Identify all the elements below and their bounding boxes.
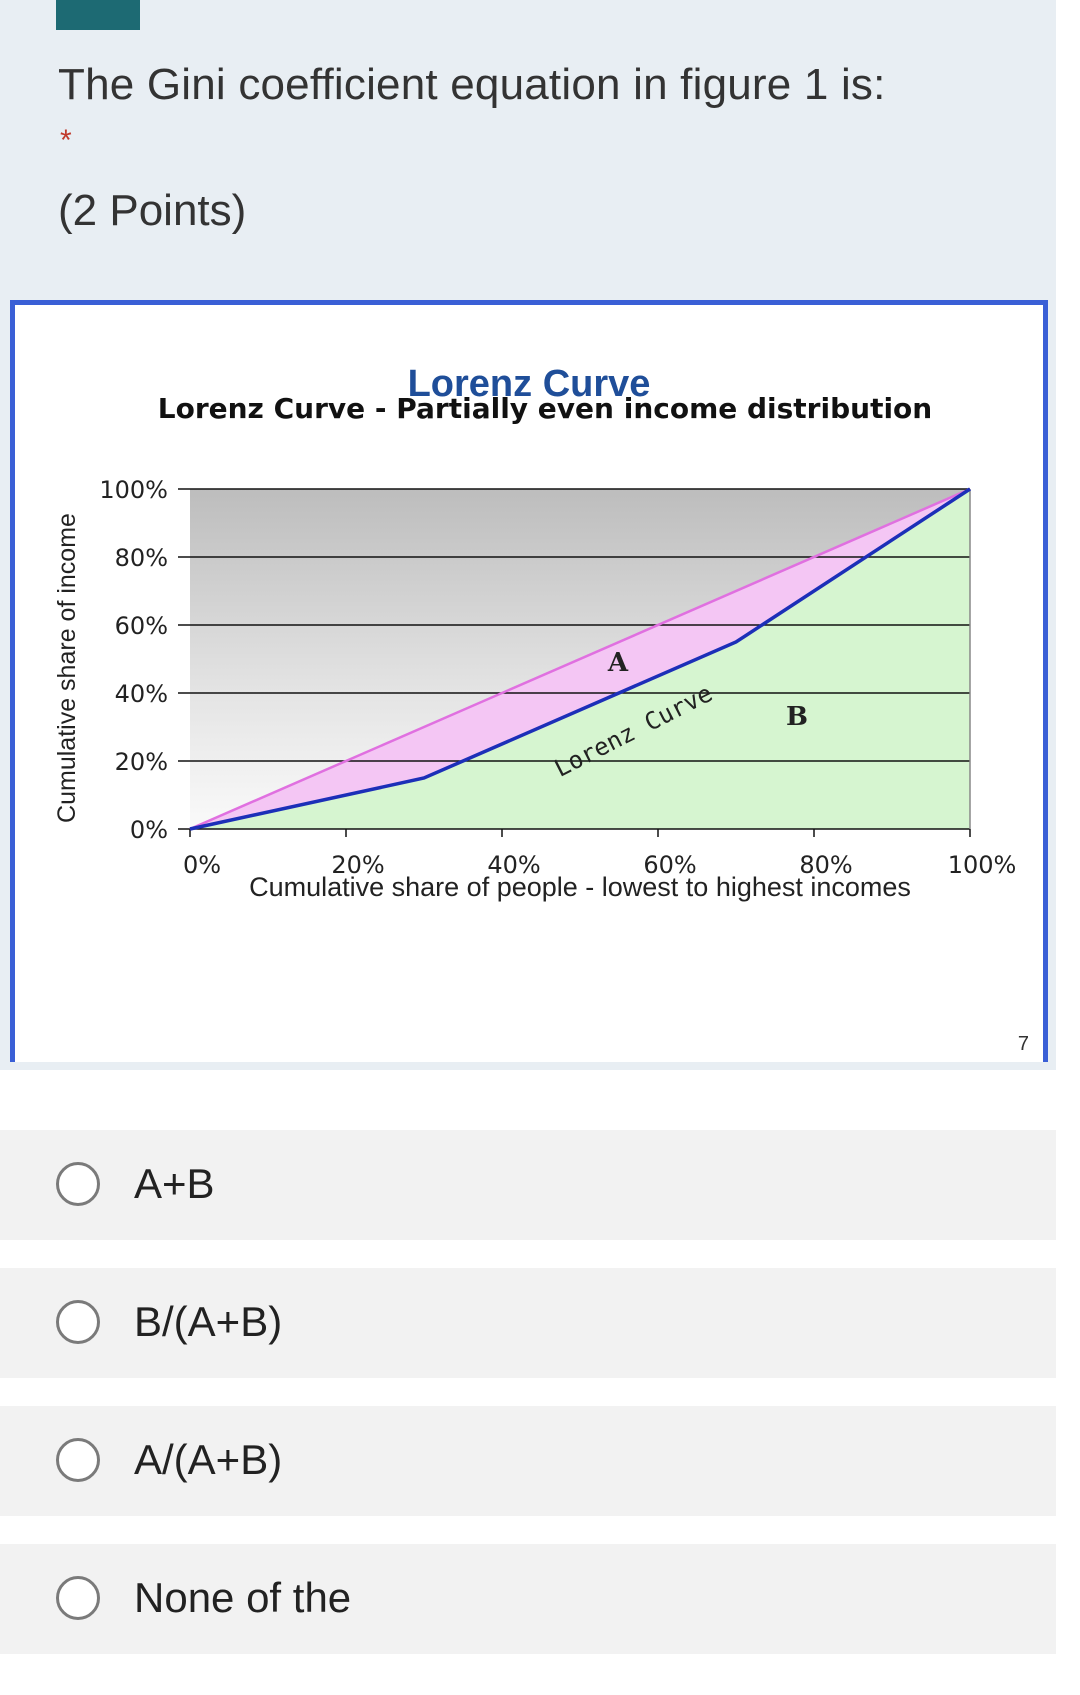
x-tick-label: 60% <box>643 851 696 879</box>
x-tick-label: 80% <box>799 851 852 879</box>
required-marker: * <box>60 124 72 157</box>
x-tick-label: 100% <box>948 851 1017 879</box>
option-4[interactable]: None of the <box>0 1544 1056 1654</box>
x-tick-label: 20% <box>331 851 384 879</box>
lorenz-curve-line <box>189 487 971 831</box>
y-tick-label: 20% <box>115 748 168 776</box>
y-tick-label: 80% <box>115 544 168 572</box>
y-axis-label: Cumulative share of income <box>53 513 81 823</box>
y-tick-label: 40% <box>115 680 168 708</box>
option-label: A+B <box>134 1160 215 1207</box>
question-points: (2 Points) <box>58 186 247 235</box>
radio-button[interactable] <box>56 1576 100 1620</box>
option-2[interactable]: B/(A+B) <box>0 1268 1056 1378</box>
lorenz-chart: 0% 20% 40% 60% 80% 100% 0% 20% 40% 60% 80% 100% A B Lo… <box>53 392 1017 902</box>
chart-title: Lorenz Curve - Partially even income dis… <box>158 392 932 425</box>
slide-number: 7 <box>1017 1033 1029 1055</box>
radio-button[interactable] <box>56 1162 100 1206</box>
figure-image: Lorenz Curve 0% 20% 40% 60% 80% 100% 0% 20% 40% 6… <box>10 300 1048 1062</box>
region-a-label: A <box>607 648 629 678</box>
x-tick-label: 0% <box>183 851 221 879</box>
equality-line <box>189 487 971 831</box>
option-label: None of the <box>134 1574 352 1621</box>
x-tick-label: 40% <box>487 851 540 879</box>
region-b <box>190 489 970 829</box>
option-label: B/(A+B) <box>134 1298 283 1345</box>
y-tick-label: 60% <box>115 612 168 640</box>
option-label: A/(A+B) <box>134 1436 283 1483</box>
x-axis-label: Cumulative share of people - lowest to h… <box>249 872 911 902</box>
question-title: The Gini coefficient equation in figure … <box>58 60 886 109</box>
region-b-label: B <box>786 702 808 732</box>
figure-title: Lorenz Curve <box>407 363 651 405</box>
option-3[interactable]: A/(A+B) <box>0 1406 1056 1516</box>
radio-button[interactable] <box>56 1438 100 1482</box>
y-tick-label: 100% <box>99 476 168 504</box>
radio-button[interactable] <box>56 1300 100 1344</box>
question-card: The Gini coefficient equation in figure … <box>0 0 1056 1070</box>
option-1[interactable]: A+B <box>0 1130 1056 1240</box>
question-number-tag <box>56 0 140 30</box>
y-tick-label: 0% <box>130 816 168 844</box>
